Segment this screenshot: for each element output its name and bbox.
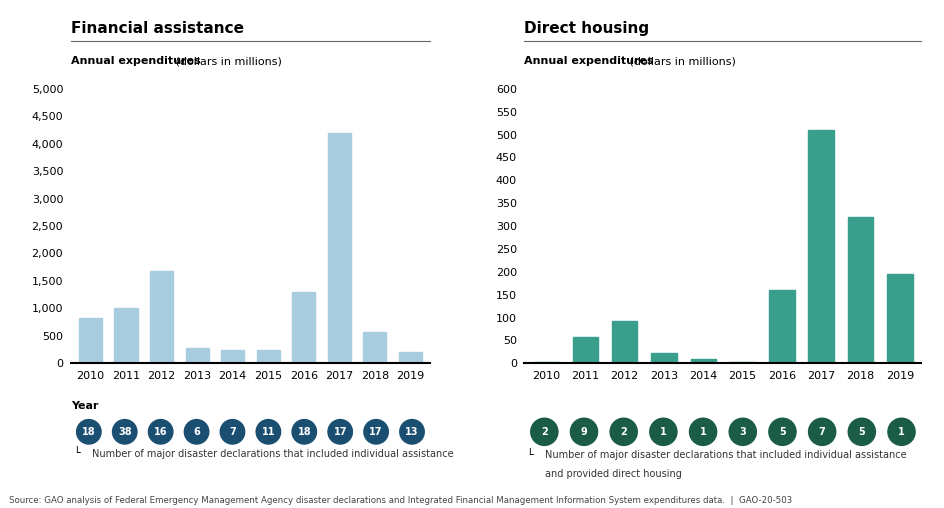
Text: 11: 11 <box>261 427 275 437</box>
Text: 7: 7 <box>228 427 236 437</box>
Text: 6: 6 <box>193 427 200 437</box>
Bar <box>221 350 244 363</box>
Bar <box>114 308 138 363</box>
Text: Year: Year <box>71 401 98 411</box>
Bar <box>150 271 173 363</box>
Text: and provided direct housing: and provided direct housing <box>545 469 682 480</box>
Bar <box>768 290 794 363</box>
Bar <box>257 350 279 363</box>
Text: 17: 17 <box>333 427 346 437</box>
Bar <box>78 318 102 363</box>
Bar <box>292 293 315 363</box>
Text: 1: 1 <box>699 427 706 437</box>
Bar <box>807 130 833 363</box>
Text: 2: 2 <box>619 427 627 437</box>
Text: Direct housing: Direct housing <box>524 20 649 36</box>
Bar <box>572 337 598 363</box>
Text: 38: 38 <box>118 427 131 437</box>
Text: Annual expenditures: Annual expenditures <box>71 56 200 66</box>
Bar <box>398 352 422 363</box>
Text: 1: 1 <box>659 427 666 437</box>
Text: 7: 7 <box>818 427 825 437</box>
Bar <box>847 217 872 363</box>
Text: └: └ <box>73 449 79 459</box>
Text: 18: 18 <box>297 427 311 437</box>
Text: Number of major disaster declarations that included individual assistance: Number of major disaster declarations th… <box>92 449 453 459</box>
Text: 5: 5 <box>857 427 865 437</box>
Bar <box>690 359 716 363</box>
Text: 13: 13 <box>405 427 418 437</box>
Bar <box>532 362 558 363</box>
Bar <box>650 353 676 363</box>
Text: Financial assistance: Financial assistance <box>71 20 244 36</box>
Text: 9: 9 <box>580 427 587 437</box>
Bar <box>729 362 754 363</box>
Text: 3: 3 <box>738 427 746 437</box>
Text: Annual expenditures: Annual expenditures <box>524 56 653 66</box>
Text: (dollars in millions): (dollars in millions) <box>172 56 281 66</box>
Text: 16: 16 <box>154 427 167 437</box>
Bar <box>612 321 637 363</box>
Text: Number of major disaster declarations that included individual assistance: Number of major disaster declarations th… <box>545 450 906 460</box>
Text: (dollars in millions): (dollars in millions) <box>625 56 734 66</box>
Bar <box>362 332 386 363</box>
Text: 5: 5 <box>778 427 785 437</box>
Text: 1: 1 <box>897 427 904 437</box>
Text: └: └ <box>526 450 532 460</box>
Text: Source: GAO analysis of Federal Emergency Management Agency disaster declaration: Source: GAO analysis of Federal Emergenc… <box>9 496 792 505</box>
Text: 2: 2 <box>540 427 548 437</box>
Bar <box>886 274 912 363</box>
Bar <box>185 348 209 363</box>
Text: 17: 17 <box>369 427 382 437</box>
Bar <box>328 133 350 363</box>
Text: 18: 18 <box>82 427 95 437</box>
